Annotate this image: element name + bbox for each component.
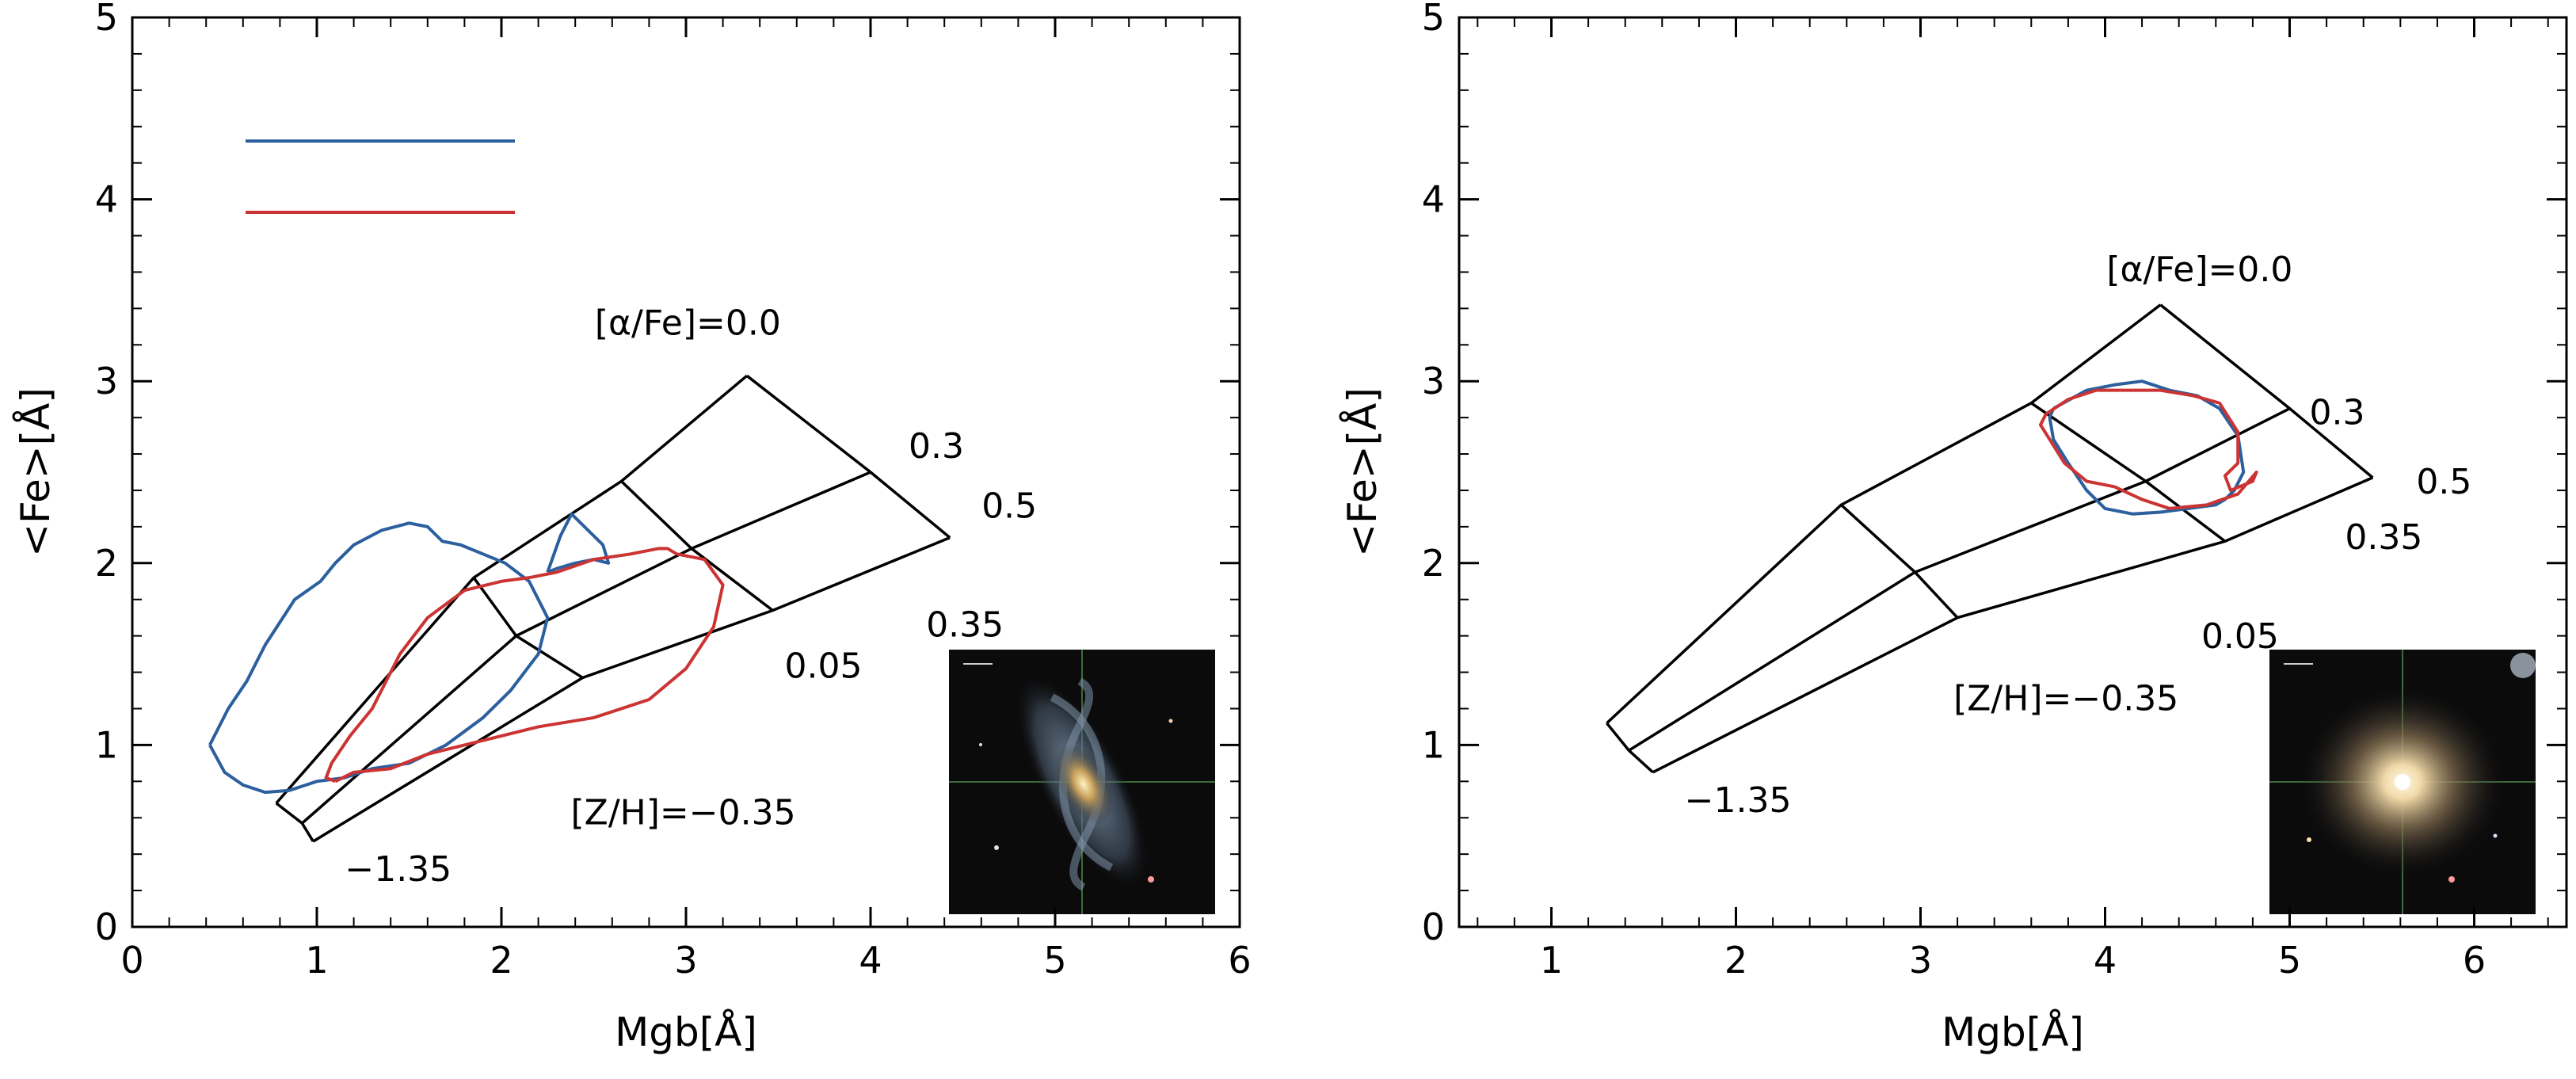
- y-tick-label: 0: [95, 906, 118, 948]
- x-tick-label: 1: [1540, 939, 1563, 982]
- x-tick-label: 1: [305, 939, 328, 982]
- grid-line-zh-zm035: [1840, 504, 1959, 619]
- x-tick-label: 2: [490, 939, 513, 982]
- model-grid: [275, 374, 951, 843]
- x-tick-label: 4: [2094, 939, 2117, 982]
- x-axis-title: Mgb[Å]: [615, 1009, 757, 1055]
- grid-line-alpha-a00: [275, 374, 749, 805]
- x-tick-label: 5: [1043, 939, 1066, 982]
- grid-line-zh-z035: [745, 374, 951, 540]
- x-tick-label: 4: [859, 939, 882, 982]
- y-tick-label: 1: [1422, 723, 1445, 766]
- y-tick-label: 4: [95, 178, 118, 221]
- grid-line-zh-zm135: [275, 802, 314, 842]
- x-tick-label: 6: [2463, 939, 2486, 982]
- grid-label-alpha-fe: 0.3: [909, 426, 964, 467]
- grid-label-alpha-fe: 0.5: [2416, 462, 2471, 502]
- x-tick-label: 5: [2278, 939, 2301, 982]
- y-tick-label: 4: [1422, 178, 1445, 221]
- grid-line-alpha-a00: [1606, 303, 2162, 725]
- grid-label-z-h: 0.35: [2345, 517, 2422, 558]
- y-tick-label: 2: [95, 542, 118, 585]
- galaxy-inset-spiral: [949, 650, 1215, 914]
- x-tick-label: 3: [674, 939, 697, 982]
- grid-line-alpha-a03: [1628, 407, 2291, 752]
- x-axis-title: Mgb[Å]: [1942, 1009, 2084, 1055]
- chart-panel-10gyr: 1 2 3 4 5 6 0 1 2 3 4 5 Mgb[Å] <Fe>[Å] [α/Fe]=0.0 0.3 0.…: [1339, 0, 2568, 1055]
- grid-label-z-h: [Z/H]=−0.35: [1953, 679, 2178, 719]
- y-tick-label: 1: [95, 723, 118, 766]
- grid-label-z-h: −1.35: [1685, 780, 1792, 821]
- grid-label-z-h: −1.35: [345, 849, 452, 890]
- model-grid: [1606, 303, 2374, 774]
- grid-line-alpha-a05: [312, 536, 951, 843]
- grid-label-alpha-fe: [α/Fe]=0.0: [2106, 250, 2292, 290]
- grid-line-zh-zm035: [472, 577, 584, 679]
- x-tick-label: 0: [120, 939, 143, 982]
- plot-frame: [1458, 16, 2568, 928]
- grid-label-alpha-fe: 0.5: [981, 486, 1037, 527]
- galaxy-inset-elliptical: [2269, 650, 2536, 914]
- chart-panel-2gyr: 0 1 2 3 4 5 6 0 1 2 3 4 5 Mgb[Å] <Fe>[Å] [α/Fe]=0.0 0.3 0…: [13, 0, 1252, 1055]
- grid-line-zh-z005: [2030, 402, 2227, 543]
- x-tick-label: 3: [1909, 939, 1932, 982]
- grid-line-alpha-a03: [301, 471, 871, 825]
- y-tick-label: 0: [1422, 906, 1445, 948]
- y-axis-title: <Fe>[Å]: [13, 387, 59, 557]
- grid-label-z-h: [Z/H]=−0.35: [571, 792, 796, 833]
- contour-this-work: [208, 521, 550, 795]
- grid-label-z-h: 0.35: [926, 605, 1004, 646]
- grid-line-alpha-a05: [1652, 476, 2374, 774]
- grid-label-alpha-fe: 0.3: [2310, 393, 2365, 433]
- grid-line-zh-z035: [2159, 303, 2374, 479]
- contour-mpa-jhu: [324, 547, 725, 784]
- y-tick-label: 3: [95, 360, 118, 402]
- y-tick-label: 2: [1422, 542, 1445, 585]
- contour-mpa-jhu: [2038, 388, 2258, 510]
- y-tick-label: 3: [1422, 360, 1445, 402]
- x-tick-label: 2: [1724, 939, 1747, 982]
- grid-line-zh-zm135: [1606, 722, 1654, 774]
- grid-label-alpha-fe: [α/Fe]=0.0: [595, 303, 781, 343]
- contour-this-work: [546, 512, 611, 574]
- y-tick-label: 5: [1422, 0, 1445, 39]
- x-tick-label: 6: [1228, 939, 1251, 982]
- y-axis-title: <Fe>[Å]: [1339, 387, 1385, 557]
- grid-line-zh-z005: [620, 480, 774, 612]
- y-tick-label: 5: [95, 0, 118, 39]
- grid-label-z-h: 0.05: [785, 646, 863, 686]
- grid-label-z-h: 0.05: [2201, 616, 2279, 657]
